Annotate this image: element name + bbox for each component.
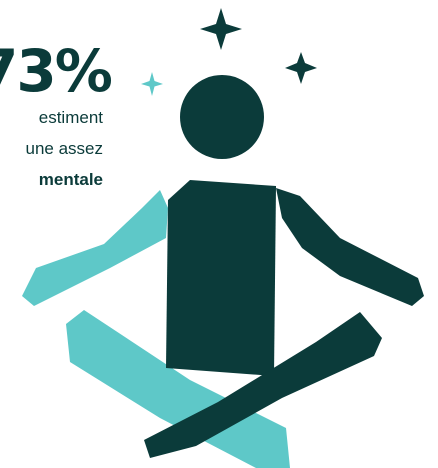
right-leg bbox=[144, 312, 382, 458]
statistic-text: 73% estiment une assez mentale bbox=[0, 37, 113, 195]
sparkle-icon bbox=[200, 8, 242, 50]
sparkle-icon bbox=[141, 72, 163, 96]
stat-line-1: estiment bbox=[38, 108, 103, 127]
left-arm bbox=[22, 190, 168, 306]
stat-line-2: une assez bbox=[25, 139, 104, 158]
stat-percent: 73% bbox=[0, 37, 113, 105]
left-leg bbox=[66, 310, 290, 468]
torso bbox=[166, 180, 276, 376]
right-arm bbox=[276, 188, 424, 306]
sparkle-icon bbox=[285, 52, 317, 84]
stat-line-3: mentale bbox=[38, 170, 103, 189]
head bbox=[180, 75, 264, 159]
